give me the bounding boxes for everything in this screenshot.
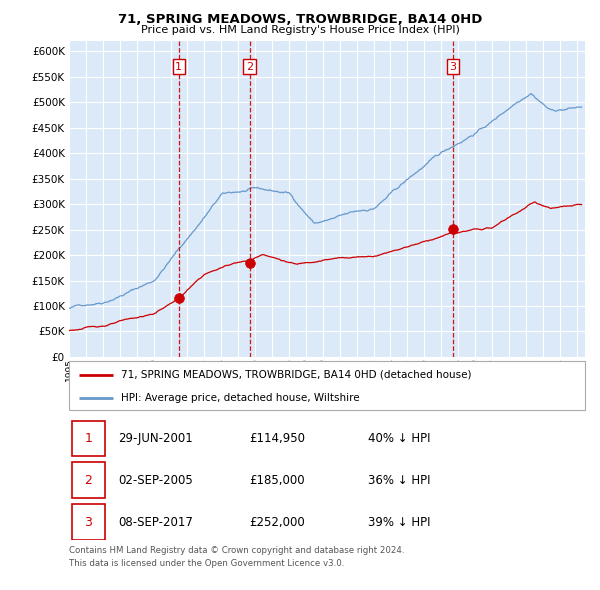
Text: 29-JUN-2001: 29-JUN-2001 [118,432,193,445]
Text: 02-SEP-2005: 02-SEP-2005 [118,474,193,487]
Text: £185,000: £185,000 [250,474,305,487]
Text: Contains HM Land Registry data © Crown copyright and database right 2024.: Contains HM Land Registry data © Crown c… [69,546,404,555]
Text: 2: 2 [246,61,253,71]
Text: 40% ↓ HPI: 40% ↓ HPI [368,432,431,445]
Text: £114,950: £114,950 [250,432,305,445]
Text: Price paid vs. HM Land Registry's House Price Index (HPI): Price paid vs. HM Land Registry's House … [140,25,460,35]
Text: 71, SPRING MEADOWS, TROWBRIDGE, BA14 0HD: 71, SPRING MEADOWS, TROWBRIDGE, BA14 0HD [118,13,482,26]
Text: £252,000: £252,000 [250,516,305,529]
Text: 1: 1 [85,432,92,445]
Text: 39% ↓ HPI: 39% ↓ HPI [368,516,431,529]
Text: HPI: Average price, detached house, Wiltshire: HPI: Average price, detached house, Wilt… [121,393,359,403]
Text: 2: 2 [85,474,92,487]
FancyBboxPatch shape [71,421,105,456]
Text: 1: 1 [175,61,182,71]
Text: 71, SPRING MEADOWS, TROWBRIDGE, BA14 0HD (detached house): 71, SPRING MEADOWS, TROWBRIDGE, BA14 0HD… [121,370,471,380]
Text: 3: 3 [449,61,457,71]
Text: 08-SEP-2017: 08-SEP-2017 [118,516,193,529]
Text: 36% ↓ HPI: 36% ↓ HPI [368,474,431,487]
FancyBboxPatch shape [69,361,585,410]
Text: 3: 3 [85,516,92,529]
FancyBboxPatch shape [71,463,105,498]
FancyBboxPatch shape [71,504,105,540]
Text: This data is licensed under the Open Government Licence v3.0.: This data is licensed under the Open Gov… [69,559,344,568]
